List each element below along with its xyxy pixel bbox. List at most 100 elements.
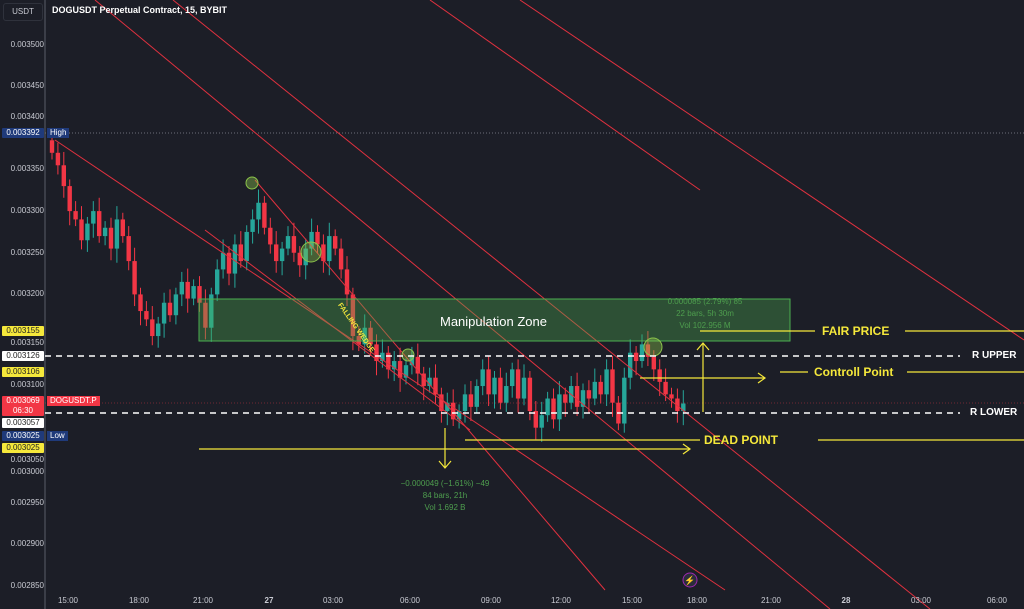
candle bbox=[220, 252, 226, 270]
candle bbox=[645, 344, 651, 357]
candle bbox=[232, 244, 238, 274]
control-point-label: Controll Point bbox=[814, 365, 894, 379]
price-tag: 0.003025 bbox=[2, 443, 44, 453]
circle-marker bbox=[245, 176, 259, 190]
candle bbox=[657, 369, 662, 382]
candle bbox=[386, 352, 391, 370]
candle bbox=[604, 369, 609, 395]
r-upper-label: R UPPER bbox=[972, 350, 1017, 361]
price-axis-label: 0.003150 bbox=[10, 338, 44, 347]
time-axis-label: 06:00 bbox=[399, 596, 421, 605]
candle bbox=[309, 231, 314, 249]
candle bbox=[563, 394, 568, 403]
candle bbox=[628, 352, 633, 378]
candle bbox=[114, 219, 120, 249]
price-axis-label: 0.003450 bbox=[10, 81, 44, 91]
trend-line bbox=[204, 229, 471, 431]
candle bbox=[108, 227, 114, 249]
candle bbox=[291, 236, 297, 253]
time-axis-label: 06:00 bbox=[986, 596, 1008, 605]
candle bbox=[633, 352, 639, 362]
candle bbox=[67, 186, 72, 212]
candle bbox=[102, 227, 108, 237]
level-lines bbox=[45, 355, 960, 414]
candle bbox=[368, 327, 373, 345]
candle bbox=[545, 398, 550, 416]
time-axis-label: 18:00 bbox=[128, 596, 150, 605]
low-price-tag: 0.003025 bbox=[2, 431, 44, 441]
candle bbox=[380, 352, 385, 362]
candle bbox=[510, 369, 515, 387]
annotation-lines bbox=[199, 330, 1024, 469]
candle bbox=[456, 411, 462, 420]
time-axis-label: 03:00 bbox=[322, 596, 344, 605]
candle bbox=[397, 361, 403, 378]
candle bbox=[150, 319, 155, 337]
candle bbox=[120, 219, 125, 237]
price-tag: 0.003057 bbox=[2, 418, 44, 428]
circle-marker bbox=[643, 337, 663, 357]
candle bbox=[439, 394, 444, 412]
candle bbox=[515, 369, 521, 399]
candle bbox=[681, 403, 686, 412]
candle bbox=[209, 294, 214, 328]
trend-line bbox=[54, 139, 726, 591]
price-axis-label: 0.003200 bbox=[10, 289, 44, 299]
manipulation-zone-label: Manipulation Zone bbox=[440, 314, 547, 329]
high-label: High bbox=[47, 128, 70, 138]
manipulation-zone[interactable] bbox=[198, 298, 791, 342]
candle bbox=[427, 377, 432, 387]
candle bbox=[303, 248, 308, 266]
price-axis-label: 0.003500 bbox=[10, 39, 44, 49]
trend-line bbox=[519, 0, 1024, 341]
candle bbox=[215, 269, 220, 295]
trend-line bbox=[254, 179, 606, 591]
candle bbox=[344, 269, 350, 295]
candle bbox=[197, 286, 202, 303]
measure-up-info: 0.000085 (2.79%) 85 22 bars, 5h 30m Vol 10… bbox=[667, 297, 743, 330]
currency-selector[interactable]: USDT bbox=[3, 3, 43, 21]
lightning-icon[interactable] bbox=[682, 572, 698, 588]
time-axis-label: 12:00 bbox=[550, 596, 572, 605]
trend-line bbox=[172, 0, 931, 609]
candle bbox=[132, 261, 137, 295]
dead-point-label: DEAD POINT bbox=[704, 433, 779, 447]
time-axis-label: 21:00 bbox=[192, 596, 214, 605]
price-tag: 0.003106 bbox=[2, 367, 44, 377]
candle bbox=[350, 294, 356, 337]
countdown: 06:30 bbox=[12, 406, 34, 415]
time-axis-label: 27 bbox=[264, 596, 274, 605]
candle bbox=[580, 390, 586, 407]
candle bbox=[433, 377, 438, 395]
candle bbox=[586, 390, 592, 399]
candle bbox=[327, 236, 332, 262]
price-tag: 0.003155 bbox=[2, 326, 44, 336]
candle bbox=[539, 415, 544, 428]
price-axis-label: 0.003300 bbox=[10, 206, 44, 216]
price-tag: 0.003126 bbox=[2, 351, 44, 361]
price-axis-label: 0.003000 bbox=[10, 467, 44, 476]
candle bbox=[521, 377, 527, 399]
candle bbox=[421, 373, 426, 387]
price-axis-label: 0.003050 bbox=[10, 455, 44, 464]
candle bbox=[474, 386, 479, 407]
candles bbox=[49, 133, 686, 442]
candle bbox=[49, 140, 55, 153]
candle bbox=[610, 369, 615, 403]
price-axis-label: 0.002950 bbox=[10, 497, 44, 507]
candle bbox=[97, 211, 102, 237]
time-axis-label: 03:00 bbox=[910, 596, 932, 605]
candle bbox=[675, 398, 680, 412]
trend-lines[interactable] bbox=[54, 0, 1024, 609]
candle bbox=[492, 377, 497, 395]
candle bbox=[161, 302, 167, 324]
candle bbox=[651, 356, 656, 370]
candle bbox=[498, 377, 503, 403]
candle bbox=[356, 336, 361, 345]
candle bbox=[73, 211, 78, 220]
candle bbox=[415, 356, 420, 374]
candle bbox=[592, 381, 597, 399]
candle bbox=[468, 394, 474, 407]
trend-line bbox=[429, 0, 701, 191]
